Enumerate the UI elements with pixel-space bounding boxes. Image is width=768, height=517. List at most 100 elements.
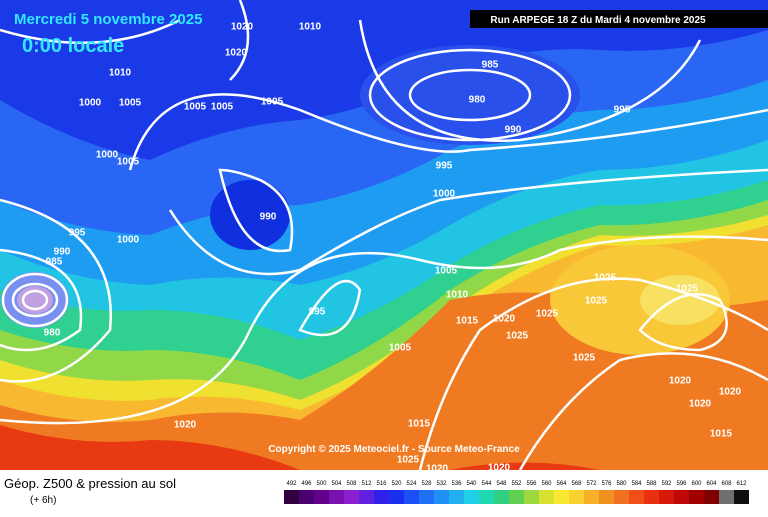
isobar-label: 1025 <box>506 331 529 342</box>
isobar-label: 980 <box>469 95 486 106</box>
colorbar-label: 576 <box>601 481 612 487</box>
isobar-label: 1020 <box>719 387 742 398</box>
isobar-label: 985 <box>46 257 63 268</box>
colorbar-label: 568 <box>571 481 582 487</box>
field-band <box>210 180 290 250</box>
colorbar-label: 544 <box>481 481 492 487</box>
colorbar-swatch <box>569 490 584 504</box>
colorbar-swatch <box>659 490 674 504</box>
isobar-label: 1015 <box>456 316 479 327</box>
field-band <box>640 275 720 325</box>
colorbar-label: 532 <box>436 481 447 487</box>
isobar-label: 1010 <box>109 68 132 79</box>
colorbar-swatch <box>329 490 344 504</box>
field-band <box>0 425 768 478</box>
isobar-label: 1020 <box>225 48 248 59</box>
isobar-label: 980 <box>44 328 61 339</box>
colorbar-label: 500 <box>316 481 327 487</box>
isobar-label: 1020 <box>669 376 692 387</box>
colorbar-swatch <box>599 490 614 504</box>
isobar-label: 1005 <box>435 266 458 277</box>
colorbar-swatch <box>494 490 509 504</box>
colorbar-label: 560 <box>541 481 552 487</box>
colorbar-swatch <box>614 490 629 504</box>
colorbar-label: 556 <box>526 481 537 487</box>
colorbar-swatch <box>554 490 569 504</box>
colorbar-label: 524 <box>406 481 417 487</box>
colorbar-swatch <box>509 490 524 504</box>
colorbar-label: 552 <box>511 481 522 487</box>
colorbar-swatch <box>344 490 359 504</box>
colorbar-swatch <box>644 490 659 504</box>
colorbar-swatch <box>404 490 419 504</box>
colorbar-label: 588 <box>646 481 657 487</box>
colorbar-swatch <box>299 490 314 504</box>
colorbar-swatch <box>479 490 494 504</box>
isobar-label: 1005 <box>119 98 142 109</box>
colorbar-label: 592 <box>661 481 672 487</box>
colorbar-label: 508 <box>346 481 357 487</box>
isobar-label: 1000 <box>117 235 140 246</box>
isobar-label: 1010 <box>446 290 469 301</box>
colorbar-label: 580 <box>616 481 627 487</box>
colorbar-swatch <box>434 490 449 504</box>
isobar-label: 1015 <box>710 429 733 440</box>
colorbar-label: 572 <box>586 481 597 487</box>
isobar-label: 990 <box>260 212 277 223</box>
colorbar-label: 608 <box>721 481 732 487</box>
colorbar-label: 540 <box>466 481 477 487</box>
isobar-label: 1000 <box>96 150 119 161</box>
colorbar-label: 520 <box>391 481 402 487</box>
colorbar-label: 564 <box>556 481 567 487</box>
colorbar-swatch <box>524 490 539 504</box>
isobar-label: 1000 <box>433 189 456 200</box>
colorbar-swatch <box>629 490 644 504</box>
isobar-label: 1020 <box>689 399 712 410</box>
colorbar-swatch <box>374 490 389 504</box>
colorbar-label: 536 <box>451 481 462 487</box>
colorbar-label: 504 <box>331 481 342 487</box>
isobar-label: 1025 <box>397 455 420 466</box>
colorbar-swatch <box>689 490 704 504</box>
isobar-label: 1025 <box>536 309 559 320</box>
run-info: Run ARPEGE 18 Z du Mardi 4 novembre 2025 <box>490 15 706 26</box>
isobar-label: 1015 <box>408 419 431 430</box>
forecast-date: Mercredi 5 novembre 2025 <box>14 11 202 28</box>
colorbar-swatch <box>449 490 464 504</box>
isobar-label: 985 <box>482 60 499 71</box>
colorbar-swatch <box>584 490 599 504</box>
isobar-label: 1025 <box>585 296 608 307</box>
isobar-label: 1005 <box>261 97 284 108</box>
isobar-label: 990 <box>505 125 522 136</box>
run-banner <box>470 10 768 28</box>
colorbar-swatch <box>539 490 554 504</box>
footer-title: Géop. Z500 & pression au sol <box>4 476 176 491</box>
isobar-label: 1020 <box>174 420 197 431</box>
isobar-label: 1020 <box>493 314 516 325</box>
isobar-label: 1020 <box>488 463 511 474</box>
copyright: Copyright © 2025 Meteociel.fr - Source M… <box>268 444 520 455</box>
colorbar-swatch <box>359 490 374 504</box>
isobar-label: 1005 <box>389 343 412 354</box>
colorbar-label: 548 <box>496 481 507 487</box>
isobar-label: 1020 <box>231 22 254 33</box>
isobar-label: 995 <box>436 161 453 172</box>
colorbar-swatch <box>719 490 734 504</box>
colorbar-swatch <box>674 490 689 504</box>
colorbar-label: 600 <box>691 481 702 487</box>
colorbar-label: 512 <box>361 481 372 487</box>
colorbar-swatch <box>419 490 434 504</box>
isobar-label: 1005 <box>211 102 234 113</box>
colorbar-label: 528 <box>421 481 432 487</box>
isobar-label: 1025 <box>676 284 699 295</box>
colorbar-label: 612 <box>736 481 747 487</box>
colorbar-swatch <box>464 490 479 504</box>
isobar-label: 990 <box>54 247 71 258</box>
colorbar-swatch <box>314 490 329 504</box>
isobar-label: 1025 <box>594 273 617 284</box>
isobar-label: 995 <box>69 228 86 239</box>
forecast-time: 0:00 locale <box>22 35 124 57</box>
isobar-label: 1005 <box>184 102 207 113</box>
colorbar-label: 496 <box>301 481 312 487</box>
